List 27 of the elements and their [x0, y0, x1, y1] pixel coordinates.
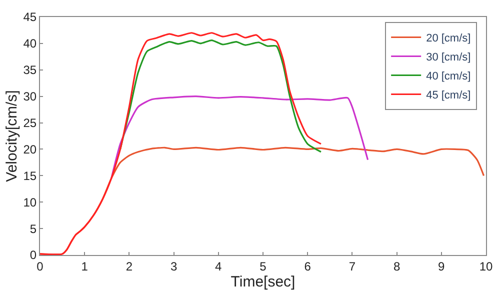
y-tick-label: 0	[30, 248, 37, 262]
y-tick-label: 35	[23, 63, 37, 78]
y-tick-label: 10	[23, 195, 37, 210]
x-tick-label: 9	[438, 259, 446, 274]
x-tick-label: 1	[81, 259, 88, 274]
legend-label: 45 [cm/s]	[426, 90, 471, 102]
x-tick-label: 3	[170, 259, 178, 274]
y-tick-label: 45	[23, 10, 37, 24]
x-tick-label: 5	[260, 259, 267, 274]
x-tick-label: 7	[348, 259, 356, 274]
line-series	[40, 32, 322, 255]
x-tick-label: 10	[479, 259, 493, 274]
x-tick-label: 2	[126, 259, 133, 274]
x-axis-title: Time[sec]	[230, 273, 296, 290]
y-tick-label: 20	[23, 142, 37, 156]
y-axis-title: Velocity[cm/s]	[3, 90, 20, 182]
legend-label: 20 [cm/s]	[426, 32, 471, 45]
x-tick-label: 8	[393, 259, 400, 274]
y-tick-label: 40	[23, 36, 37, 51]
x-tick-label: 6	[304, 259, 312, 274]
legend-label: 30 [cm/s]	[426, 52, 471, 64]
y-tick-label: 5	[30, 222, 37, 236]
y-tick-label: 30	[23, 90, 37, 104]
y-tick-label: 15	[23, 168, 37, 183]
y-tick-label: 25	[23, 116, 37, 130]
x-tick-label: 4	[215, 259, 222, 274]
legend-label: 40 [cm/s]	[426, 70, 471, 83]
